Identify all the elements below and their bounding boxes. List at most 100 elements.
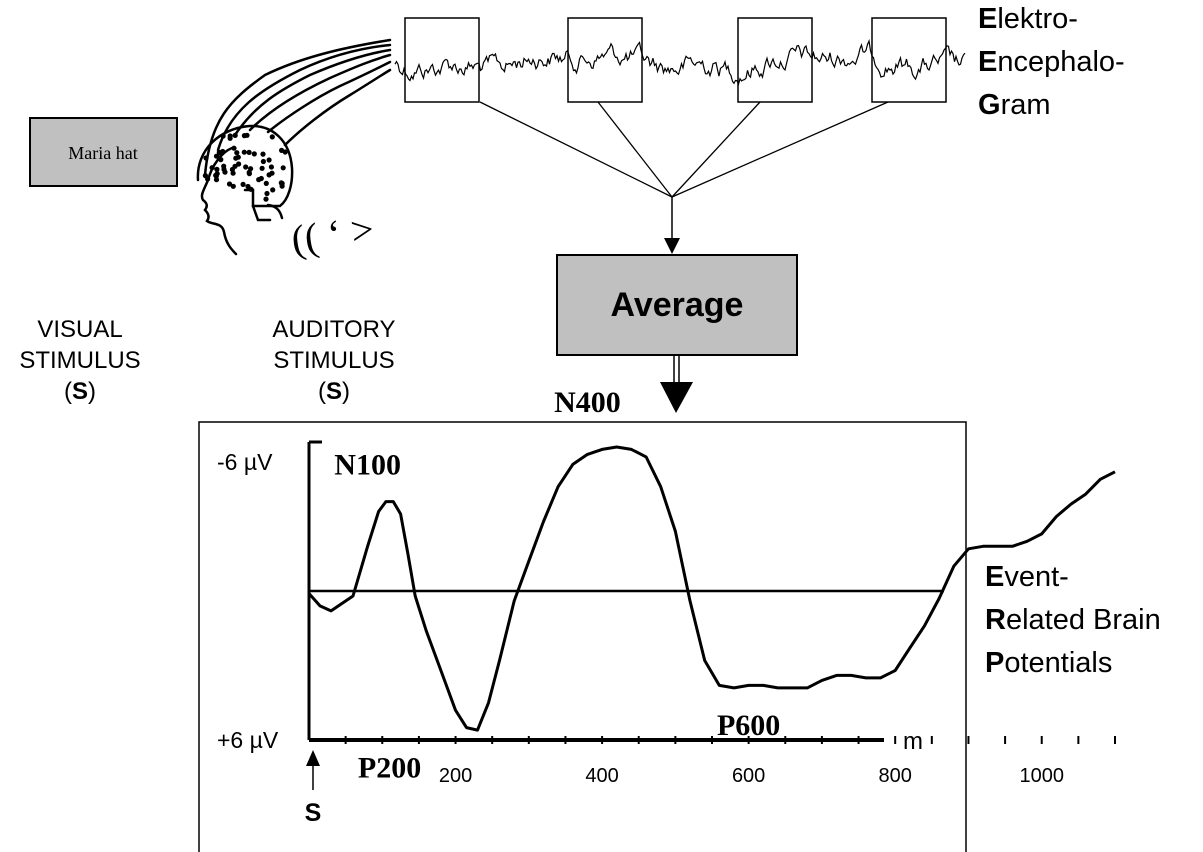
electrode-dots (202, 132, 288, 202)
caption-symbol: (S) (64, 378, 96, 405)
electrode-dot (256, 177, 262, 183)
x-tick-label: 1000 (1019, 765, 1064, 787)
electrode-cable (283, 68, 392, 147)
electrode-dot (260, 158, 266, 165)
epoch-connector (597, 101, 673, 198)
electrode-dot (279, 147, 285, 153)
electrode-dot (266, 157, 272, 163)
eeg-signal (394, 17, 966, 254)
electrode-dot (241, 149, 247, 155)
electrode-dot (231, 145, 237, 151)
electrode-dot (263, 196, 269, 202)
electrode-dot (218, 157, 224, 163)
chart-axes (307, 440, 944, 742)
x-tick-label: 600 (732, 765, 765, 787)
cap-chin-strap (251, 204, 272, 222)
electrode-dot (263, 180, 269, 186)
erp-frame (198, 421, 967, 852)
electrode-dot (226, 181, 233, 187)
visual-stimulus: Maria hat (29, 117, 178, 187)
erp-chart: -6 µV +6 µV m 200 400 600 800 1000 N100 N400 P… (198, 386, 1116, 852)
arrowhead-to-average (664, 238, 680, 254)
caption-line: AUDITORY (272, 316, 395, 343)
eeg-trace (394, 38, 966, 86)
electrode-dot (214, 166, 220, 172)
electrode-cable (216, 43, 392, 152)
electrode-dot (269, 134, 275, 140)
arrowhead-to-erp (660, 382, 693, 413)
electrode-dot (270, 187, 276, 193)
erp-label-line: Related Brain (985, 604, 1161, 636)
caption-symbol: (S) (318, 378, 350, 405)
auditory-stimulus-caption: AUDITORY STIMULUS (S) (272, 316, 395, 405)
epoch-connector (479, 101, 673, 198)
caption-line: STIMULUS (19, 347, 140, 374)
electrode-dot (214, 171, 220, 177)
electrode-dot (280, 165, 286, 171)
erp-label: Event- Related Brain Potentials (985, 561, 1161, 679)
average-label: Average (611, 286, 744, 324)
eeg-label: Elektro- Encephalo- Gram (978, 3, 1125, 121)
epoch-connector (671, 101, 761, 198)
average-rect (556, 254, 798, 356)
electrode-dot (213, 153, 220, 159)
x-axis-unit-label: m (903, 728, 923, 755)
epoch-connector (671, 101, 889, 198)
erp-label-line: Event- (985, 561, 1069, 593)
eeg-epoch-box (404, 17, 480, 103)
electrode-cable (248, 53, 392, 132)
electrode-dot (220, 133, 226, 139)
eeg-label-line: Gram (978, 89, 1051, 121)
electrode-dot (279, 183, 285, 189)
caption-line: STIMULUS (273, 347, 394, 374)
x-tick-label: 800 (878, 765, 911, 787)
electrode-dot (243, 164, 249, 170)
electrode-dot (232, 163, 238, 169)
sound-wave-icon: (( ‘ > (288, 206, 376, 262)
chart-ticks: 200 400 600 800 1000 (344, 736, 1116, 787)
eeg-epoch-box (737, 17, 813, 103)
visual-stimulus-box (29, 117, 178, 187)
electrode-dot (202, 173, 208, 179)
eeg-epoch-box (871, 17, 947, 103)
electrode-dot (245, 183, 251, 190)
electrode-dot (216, 149, 222, 155)
electrode-cable (203, 38, 392, 177)
electrode-dot (248, 166, 254, 172)
x-tick-label: 200 (439, 765, 472, 787)
peak-label-n400: N400 (554, 386, 621, 419)
electrode-dot (260, 151, 266, 157)
average-box: Average (556, 254, 798, 413)
electrode-dot (221, 166, 227, 172)
visual-stimulus-text: Maria hat (68, 143, 137, 163)
caption-line: VISUAL (37, 316, 122, 343)
stimulus-marker-arrowhead (306, 750, 320, 766)
electrode-dot (230, 183, 236, 189)
electrode-dot (259, 165, 265, 171)
eeg-epoch-box (567, 17, 643, 103)
stimulus-marker-label: S (305, 799, 322, 827)
electrode-dot (232, 132, 238, 138)
peak-label-p200: P200 (358, 751, 421, 784)
y-axis-top-label: -6 µV (217, 449, 273, 475)
peak-label-p600: P600 (717, 709, 780, 742)
y-axis-bottom-label: +6 µV (217, 727, 279, 753)
electrode-dot (264, 190, 270, 197)
eeg-label-line: Elektro- (978, 3, 1078, 35)
electrode-dot (268, 164, 274, 170)
erp-label-line: Potentials (985, 647, 1112, 679)
chart-annotations: N100 N400 P200 P600 (334, 386, 780, 784)
eeg-label-line: Encephalo- (978, 46, 1125, 78)
electrode-dot (233, 155, 239, 161)
electrode-cable (233, 48, 392, 137)
electrode-dot (240, 181, 246, 187)
electrode-dot (266, 172, 272, 178)
head-with-electrode-cap (196, 38, 392, 256)
visual-stimulus-caption: VISUAL STIMULUS (S) (19, 316, 140, 405)
electrode-dot (209, 165, 215, 171)
peak-label-n100: N100 (334, 448, 401, 481)
x-tick-label: 400 (585, 765, 618, 787)
electrode-dot (234, 150, 240, 156)
electrode-cable (266, 60, 392, 134)
